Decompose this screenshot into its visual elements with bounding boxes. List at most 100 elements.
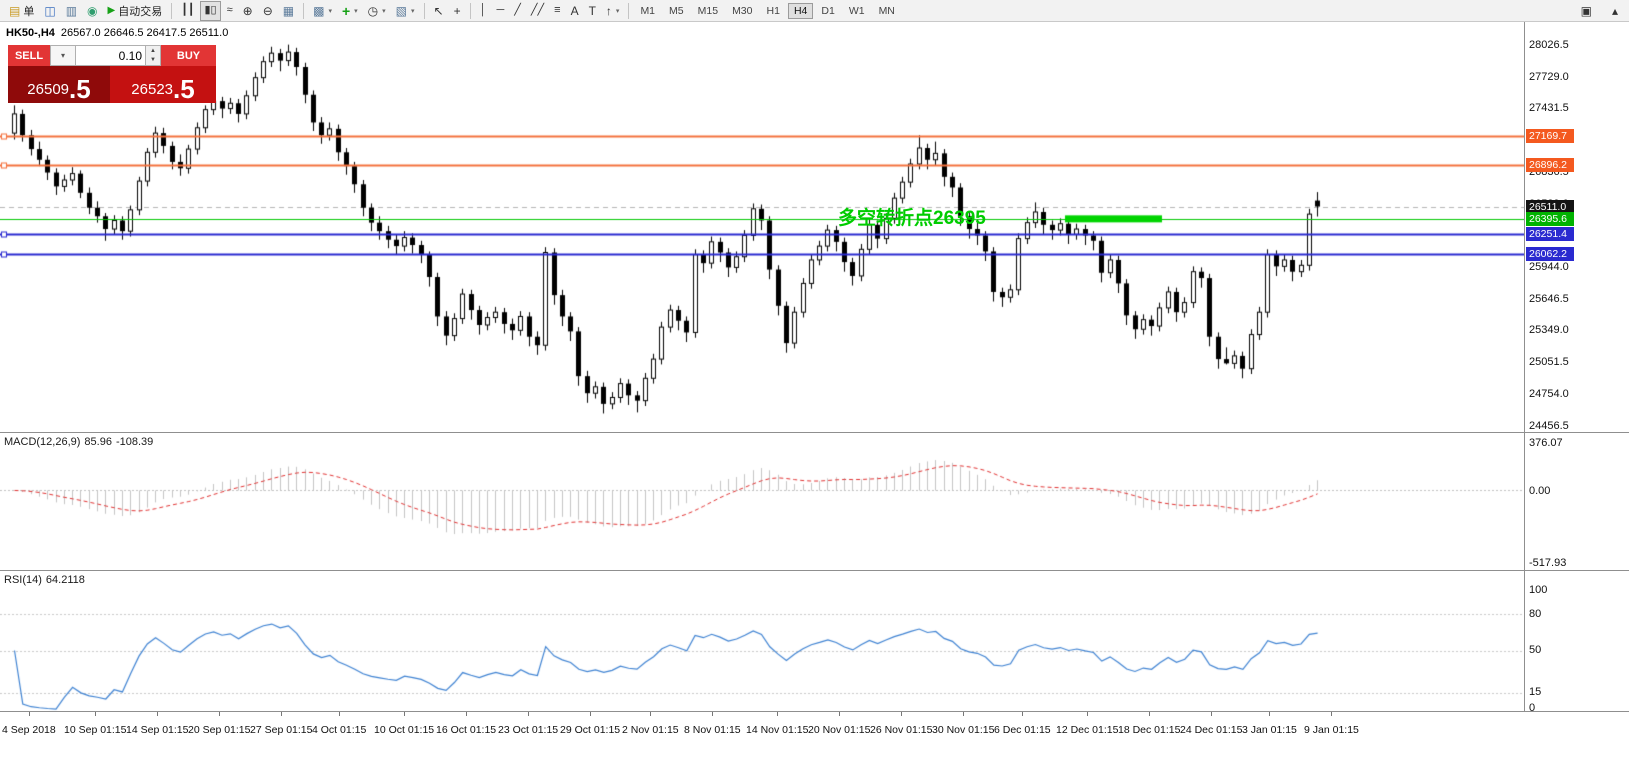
tile-windows-button[interactable]: ▦ [279, 1, 298, 21]
macd-axis-label: 376.07 [1529, 437, 1563, 449]
horizontal-line-tool-button[interactable]: ─ [492, 1, 508, 21]
volume-input[interactable] [76, 45, 146, 66]
vertical-line-icon: │ [479, 4, 487, 16]
timeframe-button-h1[interactable]: H1 [766, 4, 780, 17]
volume-increase-button[interactable]: ▲ [150, 47, 156, 54]
indicators-button[interactable]: + ▾ [338, 1, 362, 21]
timeframe-button-mn[interactable]: MN [878, 4, 895, 17]
price-tag-last-price: 26511.0 [1526, 200, 1574, 214]
macd-axis-label: 0.00 [1529, 485, 1551, 497]
price-axis-label: 25944.0 [1529, 261, 1569, 273]
new-order-button[interactable]: ▤ 单 [5, 1, 38, 21]
chevron-down-icon: ▾ [411, 7, 415, 15]
line-chart-button[interactable]: ≈ [223, 1, 237, 21]
zoom-in-button[interactable]: ⊕ [239, 1, 257, 21]
arrange-button[interactable]: ▩ ▾ [309, 1, 336, 21]
panel-divider[interactable] [0, 432, 1629, 433]
price-tag-resistance-2: 26896.2 [1526, 158, 1574, 172]
chart-title: HK50-,H4 26567.0 26646.5 26417.5 26511.0 [6, 27, 228, 39]
rsi-indicator-canvas[interactable] [0, 571, 1524, 711]
candlestick-chart-button[interactable]: ▮▯ [200, 0, 221, 21]
pivot-annotation-text[interactable]: 多空转折点26395 [838, 208, 986, 229]
toolbar: ▤ 单 ◫ ▥ ◉ ▶ 自动交易 ┃┃ ▮▯ ≈ ⊕ ⊖ [0, 0, 1629, 22]
timeframe-button-m5[interactable]: M5 [669, 4, 684, 17]
panel-divider[interactable] [0, 570, 1629, 571]
time-axis-label: 4 Oct 01:15 [312, 712, 367, 736]
time-axis-label: 14 Nov 01:15 [746, 712, 809, 736]
arrows-tool-button[interactable]: ↑ ▾ [602, 1, 624, 21]
volume-decrease-button[interactable]: ▼ [150, 57, 156, 64]
new-chart-button[interactable]: ◫ [40, 1, 59, 21]
cursor-tool-button[interactable]: ↖ [430, 1, 448, 21]
timeframe-button-h4[interactable]: H4 [787, 2, 814, 19]
chevron-down-icon: ▾ [615, 7, 620, 15]
trendline-tool-button[interactable]: ╱ [510, 1, 525, 21]
panels-button[interactable]: ▣ [1577, 1, 1596, 21]
volume-dropdown-button[interactable]: ▾ [50, 45, 76, 66]
price-axis-label: 25051.5 [1529, 356, 1569, 368]
time-axis-label: 10 Oct 01:15 [374, 712, 435, 736]
macd-indicator-canvas[interactable] [0, 433, 1524, 570]
time-axis-label: 10 Sep 01:15 [64, 712, 127, 736]
text-icon: A [570, 3, 579, 18]
templates-button[interactable]: ▧ ▾ [392, 1, 419, 21]
time-axis-label: 14 Sep 01:15 [126, 712, 189, 736]
timeframe-button-m15[interactable]: M15 [697, 4, 719, 17]
toolbar-right-group: ▣ ▴ [1576, 1, 1625, 21]
refresh-button[interactable]: ◉ [83, 1, 101, 21]
price-axis-label: 25349.0 [1529, 324, 1569, 336]
price-tag-support-1: 26251.4 [1526, 227, 1574, 241]
buy-button[interactable]: BUY [161, 45, 216, 66]
line-chart-icon: ≈ [226, 4, 233, 16]
time-axis[interactable]: 4 Sep 2018 10 Sep 01:15 14 Sep 01:15 20 Sep… [0, 712, 1540, 742]
crosshair-tool-button[interactable]: + [450, 1, 465, 21]
macd-label: MACD(12,26,9) 85.96 -108.39 [4, 436, 157, 448]
ohlc-values: 26567.0 26646.5 26417.5 26511.0 [60, 27, 229, 39]
bar-chart-icon: ┃┃ [181, 4, 195, 16]
time-axis-label: 4 Sep 2018 [2, 712, 56, 736]
timeframe-button-w1[interactable]: W1 [848, 4, 865, 17]
time-axis-label: 29 Oct 01:15 [560, 712, 621, 736]
timeframe-button-d1[interactable]: D1 [821, 4, 835, 17]
time-axis-label: 30 Nov 01:15 [932, 712, 995, 736]
price-tag-resistance-1: 27169.7 [1526, 129, 1574, 143]
vertical-line-tool-button[interactable]: │ [476, 1, 491, 21]
time-axis-label: 20 Sep 01:15 [188, 712, 251, 736]
autotrading-button[interactable]: ▶ 自动交易 [104, 1, 167, 21]
profiles-button[interactable]: ▥ [62, 1, 81, 21]
toolbar-overflow-button[interactable]: ▴ [1608, 1, 1622, 21]
arrows-icon: ↑ [605, 3, 612, 18]
clock-icon: ◷ [367, 3, 379, 18]
one-click-trading-panel: SELL ▾ ▲ ▼ BUY 26509.5 26523.5 [8, 45, 216, 103]
label-tool-button[interactable]: T [585, 1, 600, 21]
autotrading-play-icon: ▶ [107, 4, 116, 16]
time-axis-label: 6 Dec 01:15 [994, 712, 1051, 736]
zoom-out-icon: ⊖ [262, 3, 273, 18]
arrange-icon: ▩ [313, 3, 325, 18]
buy-price-button[interactable]: 26523.5 [110, 66, 216, 103]
time-axis-label: 16 Oct 01:15 [436, 712, 497, 736]
timeframe-button-m30[interactable]: M30 [732, 4, 753, 17]
price-chart-canvas[interactable] [0, 22, 1524, 432]
text-label-icon: T [588, 3, 596, 18]
rsi-axis-label: 80 [1529, 608, 1542, 620]
bar-chart-button[interactable]: ┃┃ [177, 1, 198, 21]
chevron-down-icon: ▾ [328, 7, 332, 15]
channel-tool-button[interactable]: ╱╱ [527, 1, 548, 21]
rsi-axis-label: 100 [1529, 584, 1548, 596]
periods-button[interactable]: ◷ ▾ [364, 1, 390, 21]
trendline-icon: ╱ [514, 4, 521, 16]
price-tag-support-2: 26062.2 [1526, 247, 1574, 261]
text-tool-button[interactable]: A [567, 1, 583, 21]
buy-price-pips: .5 [173, 74, 195, 104]
horizontal-line-icon: ─ [496, 4, 505, 16]
zoom-in-icon: ⊕ [242, 3, 253, 18]
refresh-icon: ◉ [87, 3, 98, 18]
fibonacci-tool-button[interactable]: ≡ [550, 1, 564, 21]
time-axis-label: 8 Nov 01:15 [684, 712, 741, 736]
timeframe-button-m1[interactable]: M1 [640, 4, 656, 17]
template-icon: ▧ [395, 3, 407, 18]
zoom-out-button[interactable]: ⊖ [259, 1, 277, 21]
sell-price-button[interactable]: 26509.5 [8, 66, 110, 103]
sell-button[interactable]: SELL [8, 45, 50, 66]
